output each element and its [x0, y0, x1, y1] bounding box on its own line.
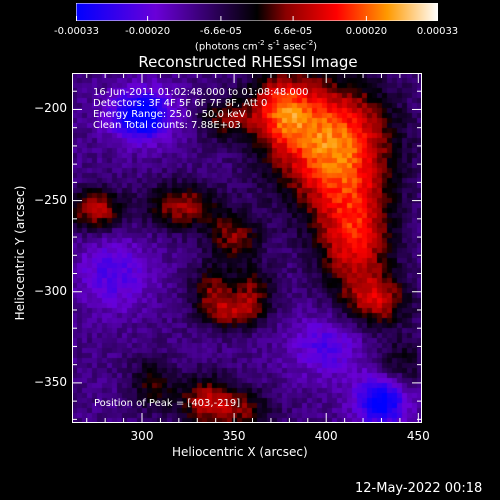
annotation-block: 16-Jun-2011 01:02:48.000 to 01:08:48.000…: [93, 87, 309, 131]
colorbar-units: (photons cm-2 s-1 asec-2): [194, 39, 318, 53]
chart-title: Reconstructed RHESSI Image: [138, 53, 358, 71]
timestamp: 12-May-2022 00:18: [355, 481, 483, 496]
colorbar-gradient: [75, 2, 439, 22]
x-tick-label: 450: [406, 429, 430, 443]
colorbar-tick-label: 6.6e-05: [273, 26, 313, 37]
colorbar-tick-label: 0.00020: [345, 26, 388, 37]
x-axis-label: Heliocentric X (arcsec): [172, 445, 308, 459]
colorbar-tick-label: -6.6e-05: [199, 26, 242, 37]
x-tick-label: 300: [130, 429, 154, 443]
y-tick-label: −300: [34, 283, 67, 298]
plot-area: 16-Jun-2011 01:02:48.000 to 01:08:48.000…: [72, 73, 422, 423]
plot-axes: [72, 73, 422, 423]
annotation-time: 16-Jun-2011 01:02:48.000 to 01:08:48.000: [93, 87, 309, 98]
colorbar-tick-label: -0.00020: [125, 26, 171, 37]
peak-position-label: Position of Peak = [403,-219]: [94, 398, 241, 409]
y-tick-label: −250: [34, 192, 67, 207]
colorbar-tick-label: 0.00033: [416, 26, 459, 37]
y-axis-label: Heliocentric Y (arcsec): [13, 185, 27, 321]
x-tick-label: 350: [222, 429, 246, 443]
annotation-detectors: Detectors: 3F 4F 5F 6F 7F 8F, Att 0: [93, 98, 268, 109]
colorbar-tick-label: -0.00033: [54, 26, 99, 37]
colorbar-bar: [75, 2, 439, 22]
x-tick-label: 400: [314, 429, 338, 443]
y-tick-label: −200: [34, 101, 67, 116]
plot-frame: [72, 73, 422, 423]
annotation-counts: Clean Total counts: 7.88E+03: [93, 120, 241, 131]
y-tick-label: −350: [34, 374, 67, 389]
annotation-energy: Energy Range: 25.0 - 50.0 keV: [93, 109, 246, 120]
heatmap-image: [72, 73, 422, 423]
colorbar: [75, 2, 439, 22]
